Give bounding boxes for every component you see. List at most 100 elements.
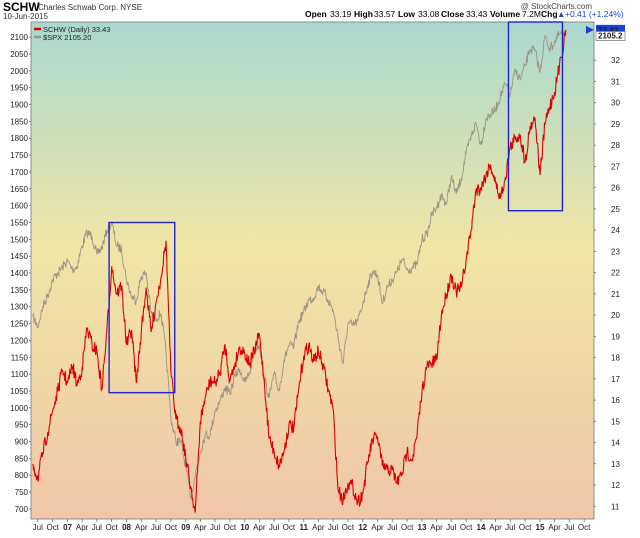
right-tick-label: 20	[611, 311, 620, 320]
right-tick-label: 27	[611, 162, 620, 171]
right-tick-label: 30	[611, 99, 620, 108]
left-tick-label: 1550	[10, 218, 28, 227]
left-tick-label: 1500	[10, 235, 28, 244]
x-tick-label: Jul	[387, 523, 397, 532]
x-tick-label: Oct	[342, 523, 355, 532]
high-value: 33.57	[374, 9, 396, 19]
x-tick-label: Apr	[312, 523, 325, 532]
x-tick-label: Apr	[548, 523, 561, 532]
right-tick-label: 29	[611, 120, 620, 129]
chg-label: Chg	[541, 9, 558, 19]
x-tick-label: 13	[418, 523, 427, 532]
left-tick-label: 700	[15, 505, 29, 514]
left-tick-label: 1750	[10, 151, 28, 160]
legend-label-schw: SCHW (Daily) 33.43	[43, 25, 111, 34]
close-label: Close	[441, 9, 464, 19]
right-tick-label: 32	[611, 56, 620, 65]
x-tick-label: Jul	[210, 523, 220, 532]
x-tick-label: Apr	[371, 523, 384, 532]
chg-value: +0.41 (+1.24%)	[565, 9, 624, 19]
close-value: 33.43	[466, 9, 488, 19]
right-tick-label: 26	[611, 184, 620, 193]
left-tick-label: 850	[15, 454, 29, 463]
low-label: Low	[398, 9, 415, 19]
low-value: 33.08	[418, 9, 440, 19]
last-value-schw: 33.43	[598, 26, 619, 35]
last-value-schw-bg	[596, 24, 625, 35]
x-tick-label: 14	[477, 523, 486, 532]
right-tick-label: 12	[611, 481, 620, 490]
symbol-label: SCHW	[3, 0, 40, 14]
x-tick-label: Apr	[194, 523, 207, 532]
x-tick-label: 07	[63, 523, 72, 532]
x-tick-label: 11	[300, 523, 309, 532]
x-tick-label: Apr	[253, 523, 266, 532]
x-tick-label: Jul	[505, 523, 515, 532]
x-tick-label: 15	[536, 523, 545, 532]
right-tick-label: 22	[611, 269, 620, 278]
left-tick-label: 1850	[10, 117, 28, 126]
right-tick-label: 19	[611, 332, 620, 341]
x-tick-label: Apr	[76, 523, 89, 532]
x-tick-label: Apr	[430, 523, 443, 532]
left-tick-label: 1450	[10, 252, 28, 261]
date-label: 10-Jun-2015	[3, 12, 48, 21]
high-label: High	[354, 9, 373, 19]
right-tick-label: 24	[611, 226, 620, 235]
x-tick-label: Jul	[33, 523, 43, 532]
left-tick-label: 1600	[10, 202, 28, 211]
left-tick-label: 1100	[11, 370, 29, 379]
left-axis: 700 750 800 850 900 950 1000 1050 1100 1150 1200 12…	[10, 33, 31, 514]
x-tick-label: Oct	[519, 523, 532, 532]
x-tick-label: Oct	[460, 523, 473, 532]
last-value-arrow-icon	[586, 25, 594, 34]
right-tick-label: 31	[611, 77, 620, 86]
right-tick-label: 15	[611, 417, 620, 426]
x-tick-label: 08	[122, 523, 131, 532]
chg-arrow-icon: ▲	[557, 9, 565, 19]
volume-label: Volume	[490, 9, 520, 19]
legend: SCHW (Daily) 33.43 $SPX 2105.20	[34, 25, 111, 42]
x-tick-label: 10	[240, 523, 249, 532]
left-tick-label: 2100	[10, 33, 28, 42]
right-tick-label: 25	[611, 205, 620, 214]
left-tick-label: 1400	[10, 269, 28, 278]
right-tick-label: 21	[611, 290, 620, 299]
right-tick-label: 17	[611, 375, 620, 384]
x-tick-label: Oct	[401, 523, 414, 532]
right-tick-label: 23	[611, 247, 620, 256]
left-tick-label: 800	[15, 471, 29, 480]
x-tick-label: Jul	[92, 523, 102, 532]
highlight-box	[108, 221, 176, 394]
left-tick-label: 1350	[10, 286, 28, 295]
right-tick-label: 13	[611, 460, 620, 469]
left-tick-label: 1300	[10, 303, 28, 312]
legend-label-spx: $SPX 2105.20	[43, 33, 91, 42]
left-tick-label: 750	[15, 488, 29, 497]
highlight-box	[507, 21, 564, 212]
left-tick-label: 1900	[10, 101, 28, 110]
last-value-spx: 2105.2	[598, 31, 623, 40]
x-tick-label: Oct	[224, 523, 237, 532]
x-tick-label: Jul	[269, 523, 279, 532]
x-axis: Jul Oct 07 Apr Jul Oct 08 Apr Jul Oct 09 Apr Jul Oct 1…	[33, 519, 591, 532]
x-tick-label: Jul	[446, 523, 456, 532]
left-tick-label: 2050	[10, 50, 28, 59]
chart-header: SCHW Charles Schwab Corp. NYSE 10-Jun-20…	[3, 0, 624, 21]
series-line-spx	[32, 29, 567, 500]
right-tick-label: 28	[611, 141, 620, 150]
plot-background	[30, 21, 595, 520]
highlight-boxes	[108, 21, 564, 394]
open-value: 33.19	[330, 9, 352, 19]
open-label: Open	[305, 9, 327, 19]
left-tick-label: 1800	[10, 134, 28, 143]
volume-value: 7.2M	[522, 9, 541, 19]
x-tick-label: Oct	[165, 523, 178, 532]
company-name: Charles Schwab Corp. NYSE	[38, 3, 142, 12]
x-tick-label: Jul	[151, 523, 161, 532]
x-tick-label: Apr	[135, 523, 148, 532]
series-line-schw	[32, 29, 567, 513]
